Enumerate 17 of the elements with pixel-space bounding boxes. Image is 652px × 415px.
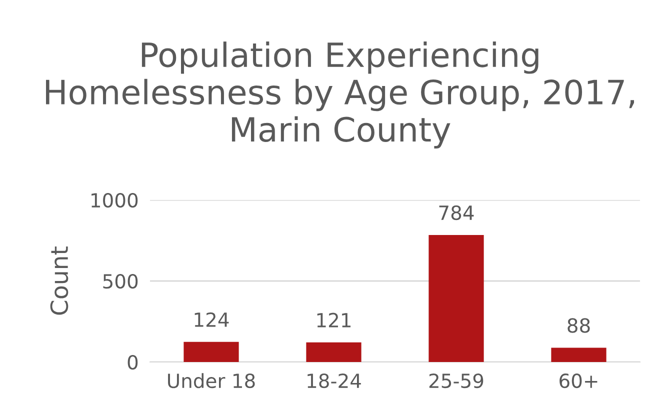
bar: [551, 348, 606, 362]
data-label: 784: [439, 205, 474, 220]
bar: [428, 234, 484, 362]
y-tick-label: 0: [128, 354, 138, 370]
data-label: 88: [568, 318, 590, 333]
data-label: 124: [194, 312, 229, 327]
x-tick-label: 18-24: [308, 373, 361, 388]
y-tick-label: 500: [103, 274, 138, 289]
chart-title: Population Experiencing Homelessness by Age Group, 2017, Marin County: [46, 42, 634, 148]
data-label: 121: [317, 312, 351, 328]
x-tick-label: Under 18: [168, 373, 255, 388]
y-tick-label: 1000: [92, 192, 138, 208]
bar: [184, 342, 239, 362]
y-axis-title: Count: [50, 246, 68, 315]
x-tick-label: 60+: [560, 373, 598, 388]
x-tick-label: 25-59: [429, 373, 484, 388]
bar: [306, 342, 362, 362]
